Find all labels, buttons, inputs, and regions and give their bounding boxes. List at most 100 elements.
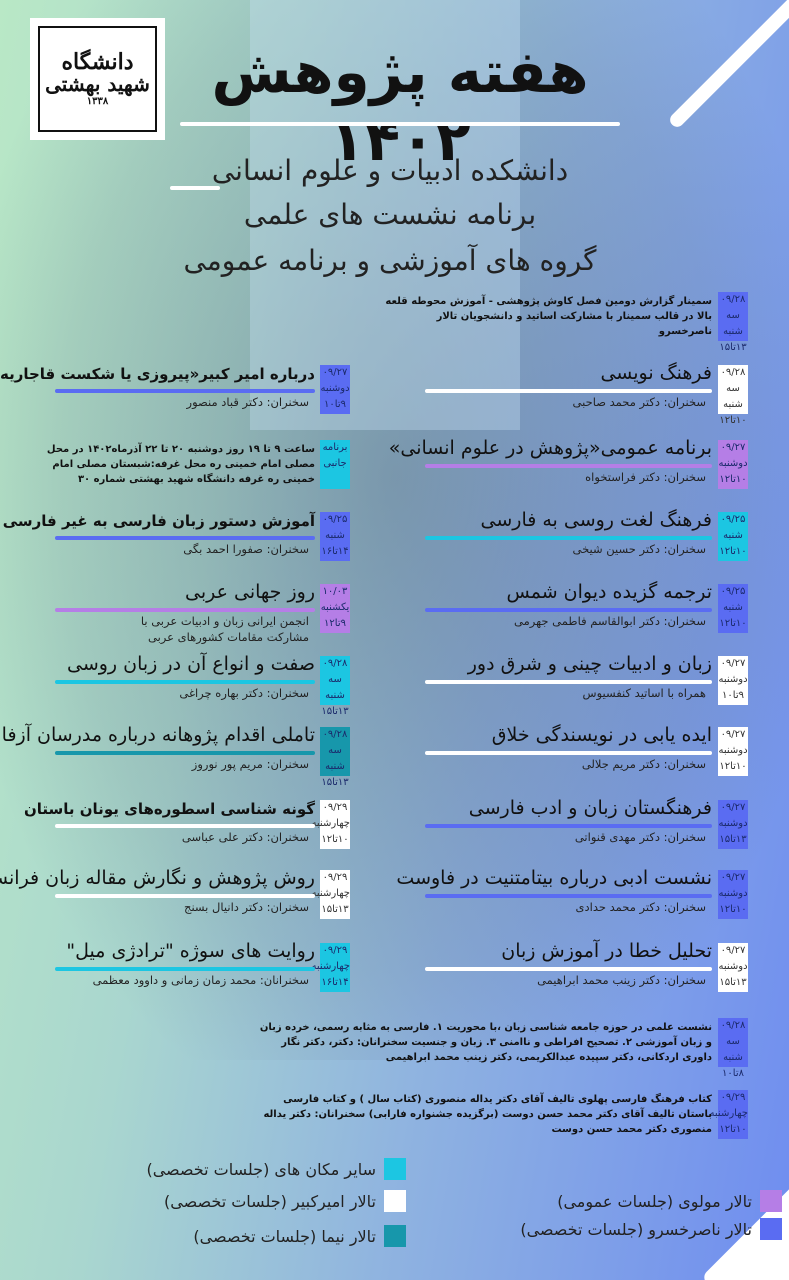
date-badge-day: دوشنبه bbox=[718, 888, 748, 899]
date-badge: ۰۹/۲۹ چهارشنبه ۱۰تا۱۲ bbox=[312, 800, 350, 849]
legend-item: تالار مولوی (جلسات عمومی) bbox=[557, 1190, 782, 1212]
date-badge-date: ۰۹/۲۹ bbox=[322, 872, 348, 883]
date-badge-day: چهارشنبه bbox=[709, 1108, 748, 1119]
date-badge: ۰۹/۲۵ شنبه ۱۰تا۱۲ bbox=[718, 584, 748, 633]
event-underline bbox=[425, 894, 712, 898]
event-title: گونه شناسی اسطوره‌های یونان باستان bbox=[23, 800, 315, 818]
event-underline bbox=[55, 608, 315, 612]
date-badge-day: دوشنبه bbox=[718, 674, 748, 685]
legend-label: تالار ناصرخسرو (جلسات تخصصی) bbox=[520, 1219, 752, 1239]
date-badge-day: یکشنبه bbox=[320, 602, 350, 613]
date-badge-day: دوشنبه bbox=[718, 458, 748, 469]
event-underline bbox=[425, 680, 712, 684]
event-speaker: سخنران: دکتر زینب محمد ابراهیمی bbox=[537, 973, 706, 987]
event-title: روایت های سوژه "ترادژی میل" bbox=[66, 940, 315, 962]
faculty-name: دانشکده ادبیات و علوم انسانی bbox=[211, 154, 569, 187]
event-title: فرهنگستان زبان و ادب فارسی bbox=[468, 797, 712, 819]
event-title: آموزش دستور زبان فارسی به غیر فارسی زبان… bbox=[0, 512, 315, 530]
date-badge: ۰۹/۲۷ دوشنبه ۱۳تا۱۵ bbox=[718, 800, 748, 849]
date-badge: ۰۹/۲۷ دوشنبه ۱۰تا۱۲ bbox=[718, 440, 748, 489]
event-speaker: سخنران: دکتر محمد حدادی bbox=[575, 900, 707, 914]
legend-swatch bbox=[384, 1158, 406, 1180]
event-description: ساعت ۹ تا ۱۹ روز دوشنبه ۲۰ تا ۲۲ آذرماه۱… bbox=[46, 444, 315, 485]
date-badge-date: برنامه bbox=[322, 442, 348, 453]
event-speaker: سخنران: دکتر فراستخواه bbox=[585, 470, 706, 484]
date-badge-time: ۱۰تا۱۲ bbox=[719, 618, 747, 629]
event-underline bbox=[55, 751, 315, 755]
date-badge: ۰۹/۲۹ چهارشنبه ۱۴تا۱۶ bbox=[311, 943, 350, 992]
event-title: تاملی اقدام پژوهانه درباره مدرسان آزفا bbox=[1, 724, 315, 746]
page-title: هفته پژوهش ۱۴۰۲ bbox=[211, 38, 589, 174]
event-title: تحلیل خطا در آموزش زبان bbox=[501, 940, 712, 962]
legend-item: سایر مکان های (جلسات تخصصی) bbox=[146, 1158, 406, 1180]
legend-item: تالار امیرکبیر (جلسات تخصصی) bbox=[164, 1190, 406, 1212]
date-badge-date: ۰۹/۲۹ bbox=[720, 1092, 746, 1103]
date-badge-date: ۰۹/۲۵ bbox=[720, 514, 746, 525]
event-speaker: سخنران: مریم پور نوروز bbox=[191, 757, 309, 771]
date-badge-date: ۰۹/۲۷ bbox=[720, 658, 746, 669]
date-badge-time: ۱۴تا۱۶ bbox=[321, 977, 349, 988]
event-underline bbox=[425, 464, 712, 468]
date-badge: ۰۹/۲۵ شنبه ۱۴تا۱۶ bbox=[320, 512, 350, 561]
event-speaker: همراه با اساتید کنفسیوس bbox=[582, 686, 706, 700]
date-badge-time: ۱۰تا۱۲ bbox=[321, 834, 349, 845]
event-speaker: سخنران: دکتر حسین شیخی bbox=[572, 542, 706, 556]
date-badge: ۰۹/۲۷ دوشنبه ۱۰تا۱۲ bbox=[718, 870, 748, 919]
date-badge-time: ۱۰تا۱۲ bbox=[719, 761, 747, 772]
event-title: فرهنگ لغت روسی به فارسی bbox=[480, 509, 712, 531]
event-speaker: سخنران: دکتر دانیال بسنج bbox=[184, 900, 309, 914]
event-title: ترجمه گزیده دیوان شمس bbox=[506, 581, 712, 603]
date-badge-day: چهارشنبه bbox=[311, 888, 350, 899]
date-badge-day: دوشنبه bbox=[718, 745, 748, 756]
date-badge-day: سه شنبه bbox=[325, 674, 345, 701]
event-speaker: سخنران: دکتر مهدی قنواتی bbox=[574, 830, 706, 844]
university-logo: دانشگاه شهید بهشتی ۱۳۳۸ bbox=[30, 18, 165, 140]
date-badge: ۰۹/۲۷ دوشنبه ۹تا۱۰ bbox=[718, 656, 748, 705]
legend-label: تالار مولوی (جلسات عمومی) bbox=[557, 1191, 752, 1211]
event-speaker: سخنران: صفورا احمد بگی bbox=[183, 542, 309, 556]
event-title: زبان و ادبیات چینی و شرق دور bbox=[467, 653, 712, 675]
date-badge: ۰۹/۲۸ سه شنبه ۱۳تا۱۵ bbox=[320, 727, 350, 788]
event-speaker: سخنران: دکتر قباد منصور bbox=[186, 395, 309, 409]
date-badge-time: ۱۰تا۱۲ bbox=[719, 474, 747, 485]
legend-label: سایر مکان های (جلسات تخصصی) bbox=[146, 1159, 376, 1179]
date-badge-day: سه شنبه bbox=[723, 1036, 743, 1063]
logo-text: دانشگاه bbox=[61, 48, 134, 75]
date-badge-time: ۱۰تا۱۲ bbox=[719, 904, 747, 915]
event-speaker: سخنرانان: محمد زمان زمانی و داوود معظمی bbox=[92, 973, 309, 987]
date-badge-time: ۱۳تا۱۵ bbox=[321, 777, 349, 788]
event-speaker: سخنران: دکتر مریم جلالی bbox=[581, 757, 706, 771]
date-badge-time: ۱۳تا۱۵ bbox=[719, 834, 747, 845]
date-badge-time: ۱۴تا۱۶ bbox=[321, 546, 349, 557]
date-badge-time: ۹تا۱۲ bbox=[324, 618, 346, 629]
event-title: روش پژوهش و نگارش مقاله زبان فرانسه bbox=[0, 867, 315, 889]
date-badge: ۰۹/۲۷ دوشنبه ۹تا۱۰ bbox=[320, 365, 350, 414]
date-badge: ۰۹/۲۸ سه شنبه ۱۰تا۱۲ bbox=[718, 365, 748, 426]
event-title: روز جهانی عربی bbox=[185, 581, 315, 603]
event-underline bbox=[55, 536, 315, 540]
date-badge-date: ۰۹/۲۸ bbox=[720, 294, 746, 305]
event-description: نشست علمی در حوزه جامعه شناسی زبان ،با م… bbox=[259, 1022, 712, 1063]
event-underline bbox=[425, 389, 712, 393]
event-underline bbox=[425, 824, 712, 828]
event-title: فرهنگ نویسی bbox=[600, 362, 712, 384]
legend-item: تالار ناصرخسرو (جلسات تخصصی) bbox=[520, 1218, 782, 1240]
date-badge: ۰۹/۲۸ سه شنبه ۱۳تا۱۵ bbox=[320, 656, 350, 717]
date-badge-day: دوشنبه bbox=[718, 818, 748, 829]
date-badge-date: ۰۹/۲۷ bbox=[322, 367, 348, 378]
date-badge-day: شنبه bbox=[723, 602, 743, 613]
date-badge: برنامه جانبی bbox=[320, 440, 350, 489]
program-subtitle: گروه های آموزشی و برنامه عمومی bbox=[183, 244, 597, 277]
legend-swatch bbox=[760, 1190, 782, 1212]
date-badge: ۰۹/۲۸ سه شنبه ۱۳تا۱۵ bbox=[718, 292, 748, 353]
date-badge: ۱۰/۰۳ یکشنبه ۹تا۱۲ bbox=[320, 584, 350, 633]
date-badge-date: ۰۹/۲۹ bbox=[322, 945, 348, 956]
date-badge-day: سه شنبه bbox=[723, 383, 743, 410]
date-badge-day: چهارشنبه bbox=[311, 961, 350, 972]
legend-swatch bbox=[384, 1190, 406, 1212]
date-badge-date: ۰۹/۲۵ bbox=[322, 514, 348, 525]
event-underline bbox=[425, 536, 712, 540]
event-underline bbox=[425, 608, 712, 612]
date-badge-date: ۰۹/۲۵ bbox=[720, 586, 746, 597]
